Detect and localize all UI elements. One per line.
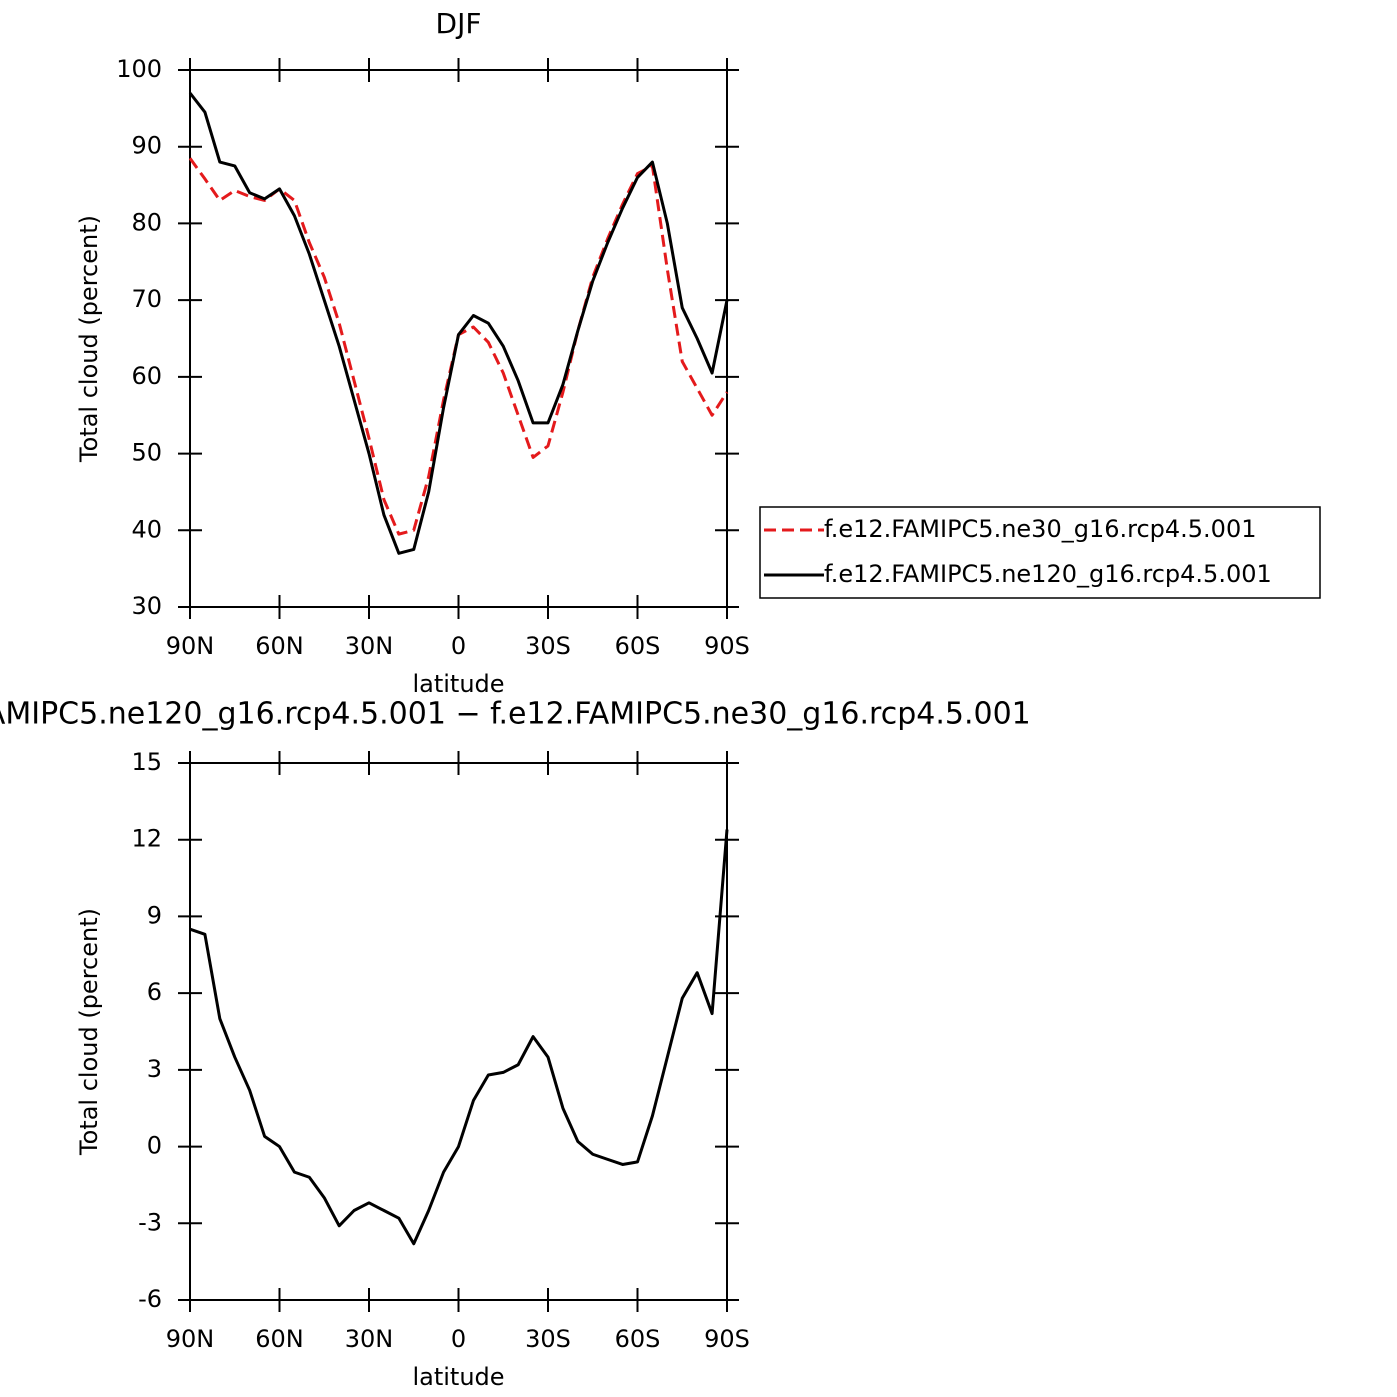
y-tick-label: 40 — [131, 515, 162, 543]
y-tick-label: 30 — [131, 592, 162, 620]
y-tick-label: 60 — [131, 362, 162, 390]
y-tick-label: 70 — [131, 285, 162, 313]
x-tick-label: 60N — [255, 1325, 304, 1353]
y-axis-label: Total cloud (percent) — [75, 215, 103, 463]
plot-frame — [189, 762, 728, 1301]
x-tick-label: 90S — [704, 1325, 750, 1353]
x-axis-label: latitude — [412, 670, 504, 698]
legend-label: f.e12.FAMIPC5.ne120_g16.rcp4.5.001 — [824, 560, 1272, 588]
y-tick-label: 50 — [131, 439, 162, 467]
x-axis-label: latitude — [412, 1363, 504, 1391]
x-tick-label: 0 — [451, 1325, 466, 1353]
x-tick-label: 90N — [166, 1325, 215, 1353]
x-tick-label: 90S — [704, 632, 750, 660]
chart-title: f.e12.FAMIPC5.ne120_g16.rcp4.5.001 − f.e… — [0, 697, 1031, 732]
y-tick-label: -3 — [138, 1208, 162, 1236]
y-tick-label: 3 — [147, 1055, 162, 1083]
y-tick-label: 15 — [131, 748, 162, 776]
y-tick-label: 80 — [131, 208, 162, 236]
y-tick-label: 100 — [116, 55, 162, 83]
chart-title: DJF — [436, 7, 482, 40]
x-tick-label: 30N — [345, 1325, 394, 1353]
x-tick-label: 60S — [615, 1325, 661, 1353]
legend-box — [759, 506, 1321, 599]
data-line — [188, 92, 729, 555]
plot-frame — [189, 69, 728, 608]
y-tick-label: 6 — [147, 978, 162, 1006]
x-tick-label: 30N — [345, 632, 394, 660]
x-tick-label: 0 — [451, 632, 466, 660]
legend-label: f.e12.FAMIPC5.ne30_g16.rcp4.5.001 — [824, 515, 1257, 543]
x-tick-label: 90N — [166, 632, 215, 660]
y-tick-label: 12 — [131, 825, 162, 853]
y-tick-label: 0 — [147, 1132, 162, 1160]
y-axis-label: Total cloud (percent) — [75, 908, 103, 1156]
x-tick-label: 60S — [615, 632, 661, 660]
y-tick-label: 9 — [147, 901, 162, 929]
x-tick-label: 60N — [255, 632, 304, 660]
x-tick-label: 30S — [525, 632, 571, 660]
x-tick-label: 30S — [525, 1325, 571, 1353]
data-line — [189, 829, 729, 1246]
y-tick-label: -6 — [138, 1285, 162, 1313]
data-line — [188, 157, 729, 536]
y-tick-label: 90 — [131, 132, 162, 160]
